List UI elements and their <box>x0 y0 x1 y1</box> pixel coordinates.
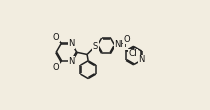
Text: Cl: Cl <box>129 49 137 58</box>
Text: N: N <box>68 57 75 66</box>
Text: N: N <box>68 39 75 48</box>
Text: S: S <box>93 42 98 51</box>
Text: N: N <box>139 56 145 64</box>
Text: O: O <box>53 63 59 72</box>
Text: O: O <box>53 33 59 42</box>
Text: O: O <box>124 35 131 44</box>
Text: NH: NH <box>114 40 127 49</box>
